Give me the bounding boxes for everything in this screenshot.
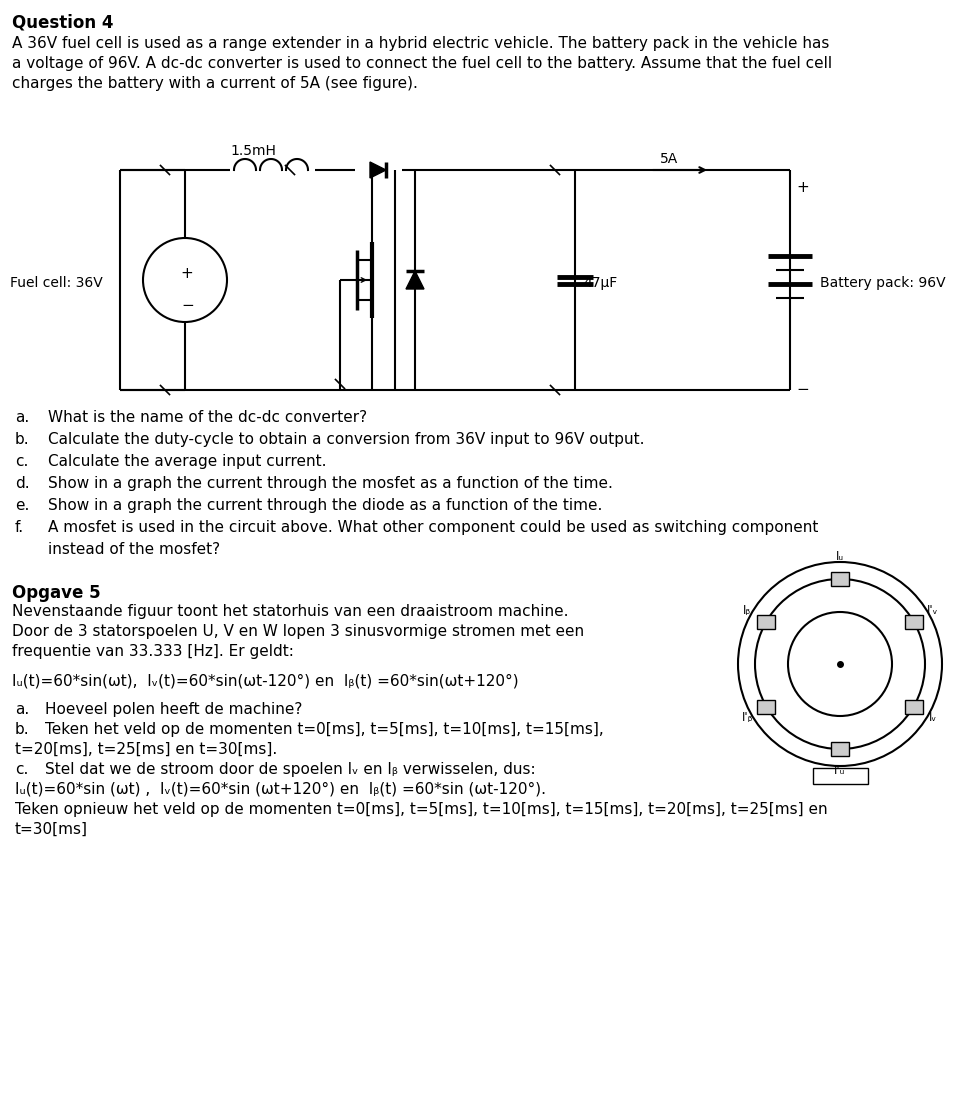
Text: −: − xyxy=(181,298,194,313)
FancyBboxPatch shape xyxy=(831,572,849,585)
Text: t=20[ms], t=25[ms] en t=30[ms].: t=20[ms], t=25[ms] en t=30[ms]. xyxy=(15,742,277,757)
Text: A 36V fuel cell is used as a range extender in a hybrid electric vehicle. The ba: A 36V fuel cell is used as a range exten… xyxy=(12,36,829,51)
Bar xyxy=(812,768,868,784)
Text: b.: b. xyxy=(15,432,30,447)
Text: Calculate the average input current.: Calculate the average input current. xyxy=(48,454,326,469)
Text: frequentie van 33.333 [Hz]. Er geldt:: frequentie van 33.333 [Hz]. Er geldt: xyxy=(12,644,294,659)
Text: Show in a graph the current through the diode as a function of the time.: Show in a graph the current through the … xyxy=(48,498,602,513)
Text: Fuel cell: 36V: Fuel cell: 36V xyxy=(10,276,103,290)
Text: a.: a. xyxy=(15,702,29,717)
Text: −: − xyxy=(796,382,808,397)
Text: c.: c. xyxy=(15,454,29,469)
Text: Battery pack: 96V: Battery pack: 96V xyxy=(820,276,946,290)
Text: Teken opnieuw het veld op de momenten t=0[ms], t=5[ms], t=10[ms], t=15[ms], t=20: Teken opnieuw het veld op de momenten t=… xyxy=(15,802,828,817)
Text: Door de 3 statorspoelen U, V en W lopen 3 sinusvormige stromen met een: Door de 3 statorspoelen U, V en W lopen … xyxy=(12,624,584,639)
Text: Teken het veld op de momenten t=0[ms], t=5[ms], t=10[ms], t=15[ms],: Teken het veld op de momenten t=0[ms], t… xyxy=(45,722,604,737)
FancyBboxPatch shape xyxy=(757,700,776,713)
Text: Hoeveel polen heeft de machine?: Hoeveel polen heeft de machine? xyxy=(45,702,302,717)
Text: Iᵤ(t)=60*sin (ωt) ,  Iᵥ(t)=60*sin (ωt+120°) en  Iᵦ(t) =60*sin (ωt-120°).: Iᵤ(t)=60*sin (ωt) , Iᵥ(t)=60*sin (ωt+120… xyxy=(15,782,546,797)
Text: 5A: 5A xyxy=(660,152,679,166)
Text: a.: a. xyxy=(15,410,29,426)
FancyBboxPatch shape xyxy=(831,742,849,755)
Text: Iᵦ: Iᵦ xyxy=(743,604,752,617)
FancyBboxPatch shape xyxy=(904,700,923,713)
Text: Question 4: Question 4 xyxy=(12,14,113,32)
FancyBboxPatch shape xyxy=(757,614,776,629)
Polygon shape xyxy=(370,162,386,178)
Text: d.: d. xyxy=(15,476,30,491)
Text: b.: b. xyxy=(15,722,30,737)
Polygon shape xyxy=(406,271,424,289)
Text: What is the name of the dc-dc converter?: What is the name of the dc-dc converter? xyxy=(48,410,367,426)
Text: Iᵤ: Iᵤ xyxy=(836,550,844,563)
Text: I'ᵤ: I'ᵤ xyxy=(834,764,846,778)
FancyBboxPatch shape xyxy=(904,614,923,629)
Text: instead of the mosfet?: instead of the mosfet? xyxy=(48,542,220,557)
Text: Opgave 5: Opgave 5 xyxy=(12,584,101,602)
Text: Nevenstaande figuur toont het statorhuis van een draaistroom machine.: Nevenstaande figuur toont het statorhuis… xyxy=(12,604,568,619)
Text: f.: f. xyxy=(15,520,24,536)
Text: e.: e. xyxy=(15,498,30,513)
Text: +: + xyxy=(796,180,808,196)
Text: Show in a graph the current through the mosfet as a function of the time.: Show in a graph the current through the … xyxy=(48,476,612,491)
Text: Stel dat we de stroom door de spoelen Iᵥ en Iᵦ verwisselen, dus:: Stel dat we de stroom door de spoelen Iᵥ… xyxy=(45,762,536,777)
Text: A mosfet is used in the circuit above. What other component could be used as swi: A mosfet is used in the circuit above. W… xyxy=(48,520,818,536)
Text: c.: c. xyxy=(15,762,29,777)
Text: a voltage of 96V. A dc-dc converter is used to connect the fuel cell to the batt: a voltage of 96V. A dc-dc converter is u… xyxy=(12,56,832,71)
Text: I'ᵦ: I'ᵦ xyxy=(742,711,753,724)
Text: Iᵤ(t)=60*sin(ωt),  Iᵥ(t)=60*sin(ωt-120°) en  Iᵦ(t) =60*sin(ωt+120°): Iᵤ(t)=60*sin(ωt), Iᵥ(t)=60*sin(ωt-120°) … xyxy=(12,674,518,689)
Text: I'ᵥ: I'ᵥ xyxy=(927,604,939,617)
Text: charges the battery with a current of 5A (see figure).: charges the battery with a current of 5A… xyxy=(12,76,418,91)
Text: 47μF: 47μF xyxy=(583,276,617,290)
Text: t=30[ms]: t=30[ms] xyxy=(15,822,88,837)
Text: 1.5mH: 1.5mH xyxy=(230,144,276,158)
Text: Calculate the duty-cycle to obtain a conversion from 36V input to 96V output.: Calculate the duty-cycle to obtain a con… xyxy=(48,432,644,447)
Text: +: + xyxy=(180,266,193,281)
Text: Iᵥ: Iᵥ xyxy=(928,711,937,724)
